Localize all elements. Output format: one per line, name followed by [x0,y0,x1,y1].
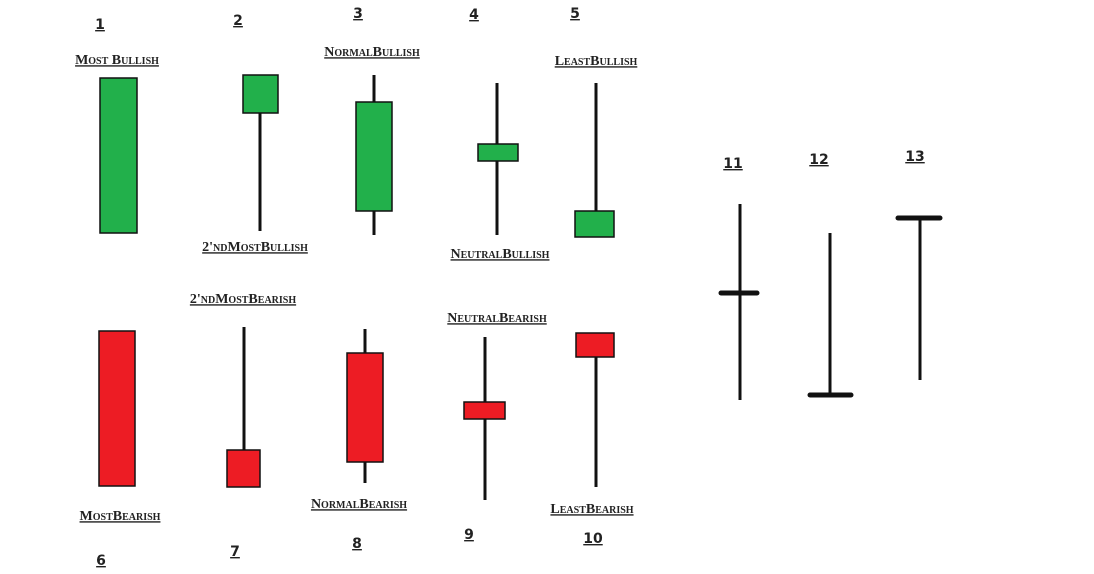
candle-body [463,401,506,420]
candle-9: NeutralBearish 9 [447,311,547,543]
candle-body [98,330,136,487]
candle-5: 5 LeastBullish [555,6,638,238]
candle-body [575,332,615,358]
doji-12: 12 [807,152,854,398]
candle-body [477,143,519,162]
candle-4: 4 NeutralBullish [451,7,550,262]
candle-label: LeastBearish [550,502,633,517]
candle-label: 2'ndMostBullish [202,240,308,255]
candle-label: NormalBearish [311,497,407,512]
candle-7: 2'ndMostBearish 7 [190,292,296,560]
candle-body [226,449,261,488]
doji-number: 13 [905,149,924,165]
candle-number: 1 [95,17,105,33]
candle-number: 8 [352,536,362,552]
doji-11: 11 [718,156,760,400]
candle-number: 4 [469,7,479,23]
doji-number: 12 [809,152,828,168]
candle-1: 1 Most Bullish [75,17,159,234]
candle-body [99,77,138,234]
doji-13: 13 [895,149,943,380]
candle-label: NormalBullish [324,45,420,60]
candle-number: 2 [233,13,243,29]
candle-body [355,101,393,212]
candle-body [242,74,279,114]
candle-label: NeutralBearish [447,311,547,326]
candle-label: Most Bullish [75,53,159,68]
candle-number: 10 [583,531,603,547]
candle-body [346,352,384,463]
candle-number: 3 [353,6,363,22]
candle-number: 9 [464,527,474,543]
candle-label: 2'ndMostBearish [190,292,296,307]
candle-3: 3 NormalBullish [324,6,420,235]
candle-body [574,210,615,238]
candle-label: NeutralBullish [451,247,550,262]
candle-2: 2 2'ndMostBullish [202,13,308,255]
candle-label: MostBearish [80,509,161,524]
candle-10: LeastBearish 10 [550,332,634,547]
candle-label: LeastBullish [555,54,638,69]
candle-8: NormalBearish 8 [311,329,407,552]
candle-number: 6 [96,553,106,569]
candle-number: 5 [570,6,580,22]
candle-number: 7 [230,544,240,560]
candle-6: MostBearish 6 [80,330,161,569]
doji-number: 11 [723,156,742,172]
